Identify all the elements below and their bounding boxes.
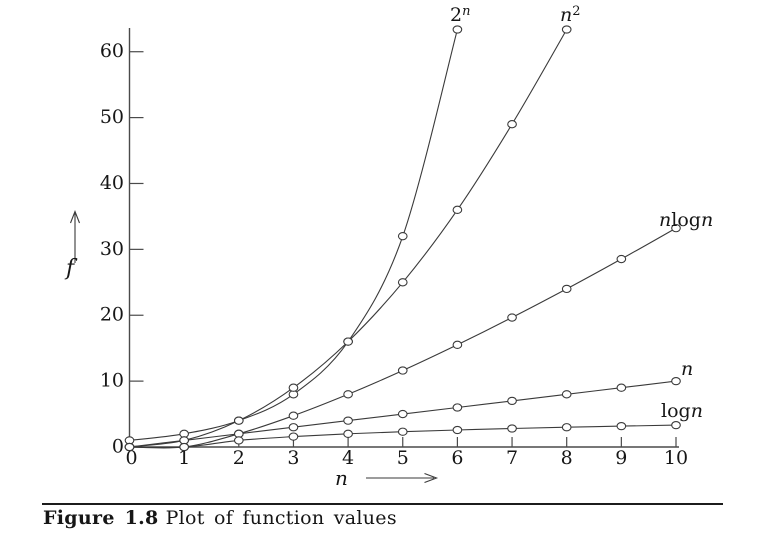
marker-n-squared: [233, 416, 244, 425]
x-tick-label: 2: [233, 447, 245, 469]
y-tick-label: 10: [100, 370, 124, 392]
curve-label-n-squared: n2: [560, 4, 581, 26]
marker-log-n: [233, 436, 244, 445]
curve-label-n: n: [681, 358, 693, 380]
marker-log-n: [124, 442, 135, 452]
curve-label-nlogn-n2: n: [700, 209, 714, 231]
marker-n-log-n: [671, 223, 681, 233]
y-tick-label: 0: [112, 436, 124, 458]
x-axis-label-n: n: [335, 466, 348, 490]
marker-log-n: [179, 442, 189, 452]
figure-caption-number: Figure 1.8: [43, 507, 159, 529]
marker-n-log-n: [561, 284, 572, 294]
curve-n-squared: [129, 29, 568, 448]
x-tick-label: 4: [342, 447, 354, 469]
marker-log-n: [671, 420, 681, 430]
y-tick-label: 40: [100, 172, 124, 194]
curve-label-nlogn-log: log: [671, 209, 701, 231]
curve-two-n: [129, 29, 458, 441]
marker-n: [397, 409, 408, 419]
curve-label-n2-base: n: [560, 4, 573, 26]
caption-rule: [42, 503, 723, 505]
curve-label-n-text: n: [681, 358, 694, 380]
marker-n-log-n: [397, 366, 408, 375]
curve-label-n2-sup: 2: [572, 4, 581, 19]
marker-log-n: [343, 429, 353, 438]
x-tick-label: 5: [397, 447, 409, 469]
marker-n-squared: [397, 278, 408, 287]
marker-n-squared: [452, 205, 463, 214]
x-tick-label: 6: [451, 447, 463, 469]
n-axis-arrowhead-icon: [424, 472, 439, 484]
y-axis-label-f: f: [66, 256, 75, 281]
curve-label-logn-log: log: [661, 400, 691, 422]
marker-log-n: [288, 432, 299, 441]
marker-n-log-n: [507, 313, 517, 322]
curve-label-n-log-n: nlogn: [659, 209, 713, 231]
marker-n-log-n: [288, 411, 299, 420]
curve-label-logn-n: n: [690, 400, 703, 422]
curve-label-2n: 2n: [450, 4, 470, 26]
x-tick-label: 1: [178, 447, 190, 469]
marker-n: [343, 416, 353, 425]
f-axis-arrowhead-icon: [69, 209, 81, 224]
marker-n-squared: [288, 383, 299, 392]
y-tick-label: 30: [100, 238, 124, 260]
x-tick-label: 0: [125, 447, 137, 469]
marker-n-squared: [507, 120, 517, 129]
marker-n: [452, 403, 463, 412]
curve-label-nlogn-n1: n: [659, 209, 672, 231]
marker-n-log-n: [452, 340, 463, 349]
x-tick-label: 9: [615, 447, 627, 469]
marker-two-n: [397, 232, 408, 241]
marker-n: [671, 376, 681, 386]
marker-log-n: [561, 423, 572, 432]
x-tick-label: 8: [561, 447, 573, 469]
y-tick-label: 20: [100, 304, 124, 326]
figure-caption-text: Plot of function values: [165, 507, 397, 529]
marker-log-n: [452, 425, 463, 435]
marker-n-log-n: [343, 390, 353, 399]
marker-log-n: [616, 421, 627, 431]
marker-n-squared: [343, 337, 353, 346]
marker-n-log-n: [616, 254, 627, 264]
x-tick-label: 10: [664, 447, 688, 469]
marker-two-n: [452, 25, 463, 34]
marker-n: [288, 423, 299, 432]
marker-log-n: [507, 424, 517, 433]
curve-label-2n-base: 2: [450, 4, 463, 26]
curve-label-log-n: logn: [661, 400, 703, 422]
figure-caption: Figure 1.8 Plot of function values: [43, 507, 397, 529]
marker-n-squared: [561, 25, 572, 34]
marker-n: [507, 396, 517, 406]
x-tick-label: 3: [287, 447, 299, 469]
marker-n: [616, 383, 627, 392]
marker-log-n: [397, 427, 408, 436]
y-tick-label: 60: [100, 40, 124, 62]
curve-label-2n-sup: n: [462, 4, 471, 19]
x-tick-label: 7: [506, 447, 518, 469]
y-tick-label: 50: [100, 106, 124, 128]
marker-n: [561, 390, 572, 399]
